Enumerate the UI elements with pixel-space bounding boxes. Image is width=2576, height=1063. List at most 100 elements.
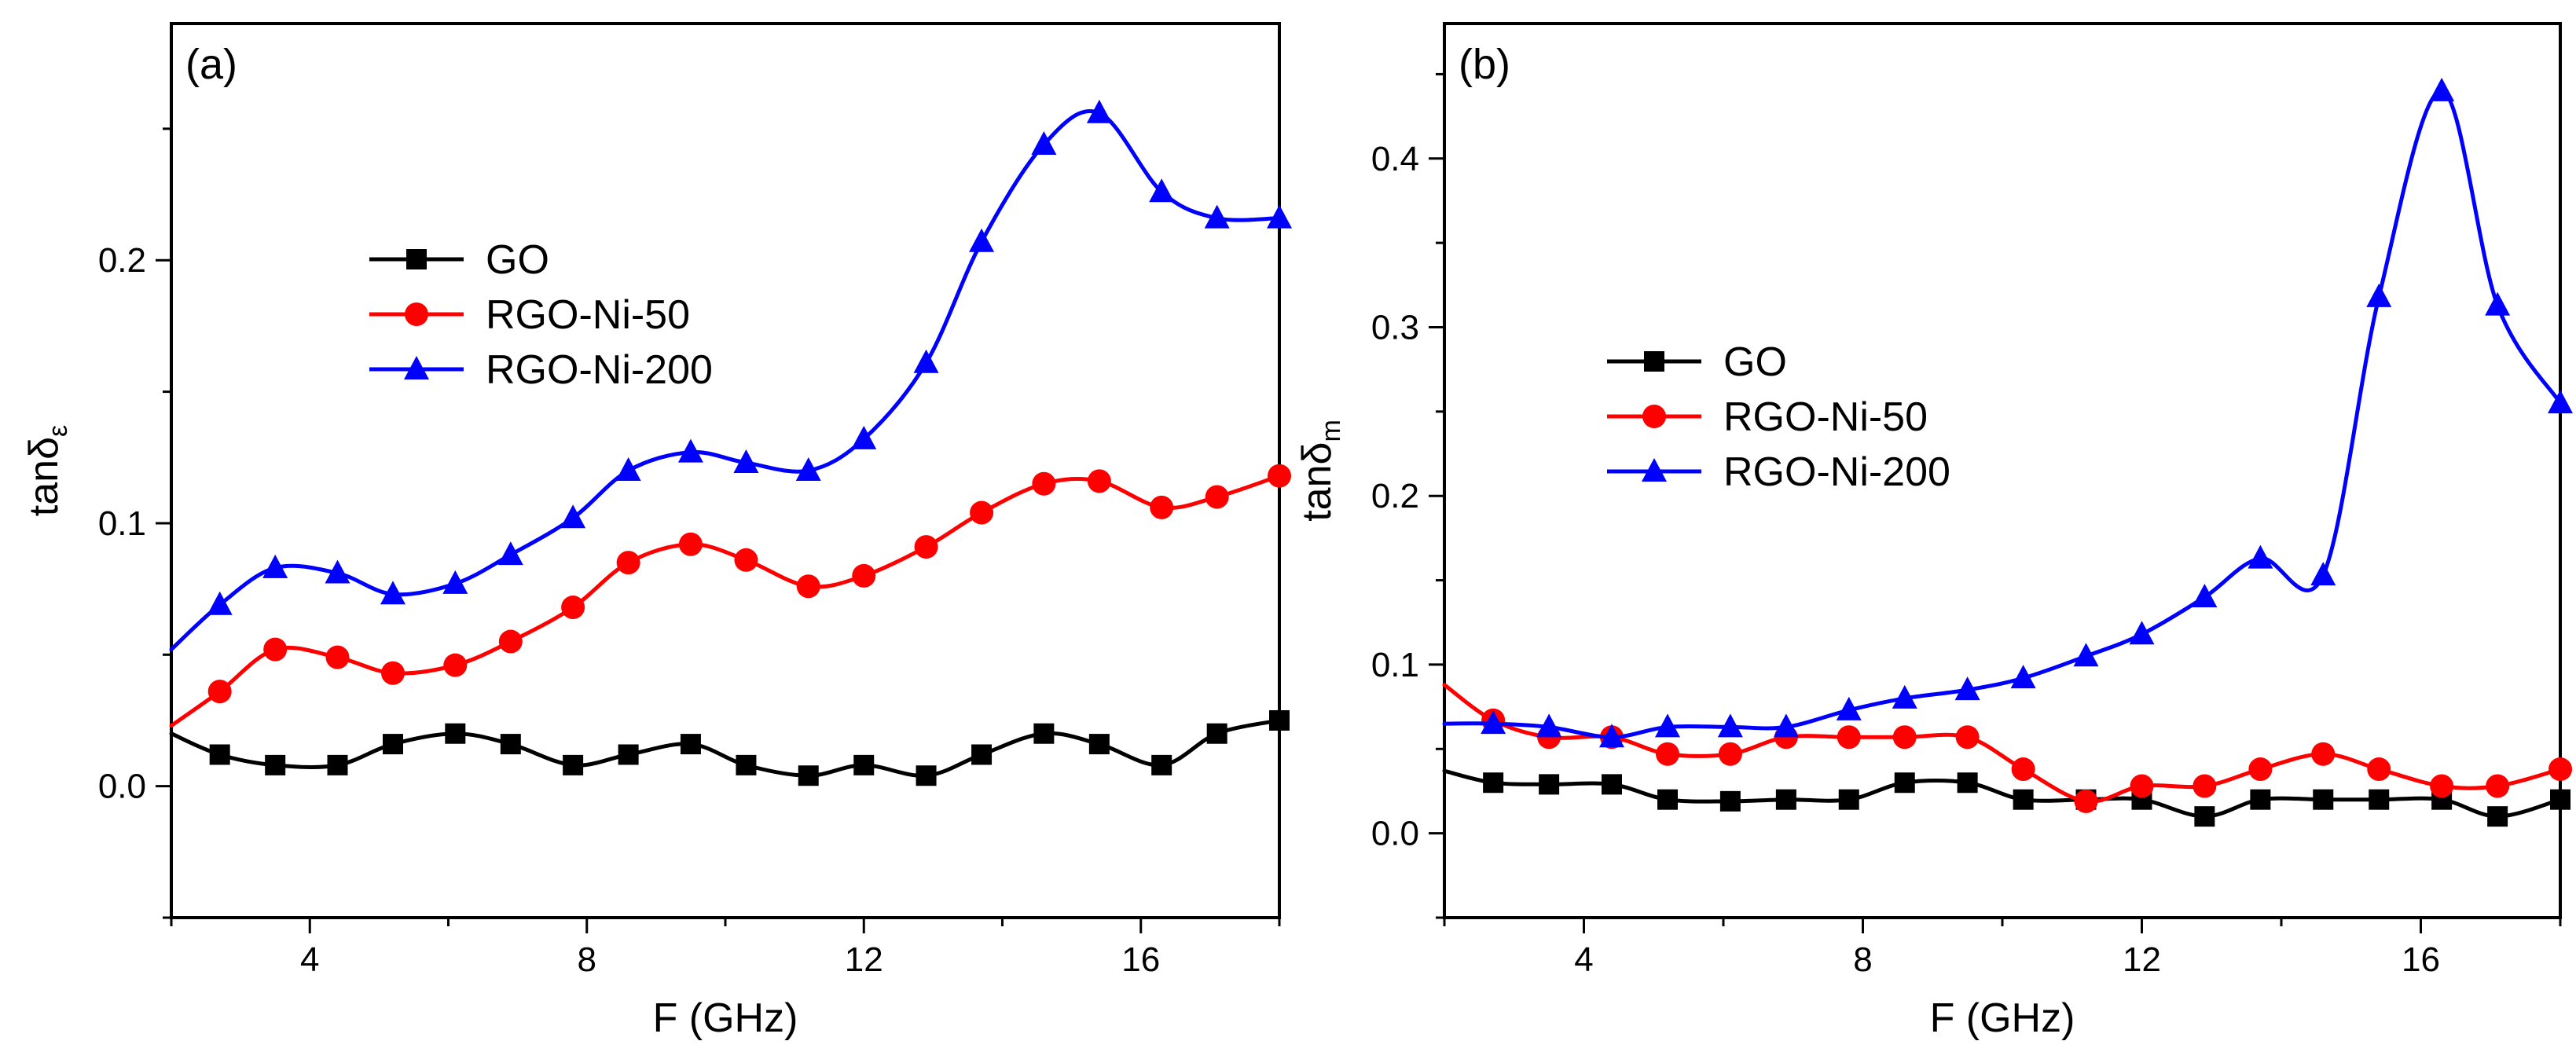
panel-b-series-go-point: [1602, 774, 1622, 795]
panel-a-series-rgo-ni-50-point: [616, 551, 640, 575]
panel-a-series: [169, 99, 1292, 786]
panel-b-series-go-point: [1775, 789, 1796, 810]
panel-b-x-tick-label: 8: [1853, 940, 1872, 979]
panel-b-y-tick-label: 0.1: [1371, 646, 1419, 684]
panel-b-series-rgo-ni-200-point: [2010, 665, 2036, 689]
panel-a-legend-rgo-ni-200-marker: [404, 356, 429, 379]
panel-b-series-rgo-ni-50-point: [2486, 774, 2510, 798]
panel-b-series-go-point: [1483, 772, 1504, 794]
panel-a-series-rgo-ni-50: [169, 464, 1291, 728]
panel-b-series-go-point: [1719, 790, 1741, 812]
panel-b-ticks: 4 8 12 16 0.0 0.1 0.2 0.3 0.4: [1371, 72, 2562, 979]
panel-b-legend-go-marker: [1644, 351, 1664, 372]
panel-b-series-go-point: [1657, 789, 1678, 810]
panel-a-series-go-point: [618, 744, 639, 765]
panel-a-series-go-point: [563, 754, 584, 775]
panel-a-series-rgo-ni-200-point: [262, 554, 288, 578]
panel-a-series-go-point: [1269, 709, 1290, 731]
panel-b-series-rgo-ni-200-point: [2310, 562, 2336, 586]
panel-b-series-rgo-ni-50-point: [1837, 725, 1861, 750]
panel-a: (a) 4 8 12 16 0.0 0.1 0.2 F (GHz) tanδε GO RGO-…: [21, 22, 1292, 1041]
panel-a-series-go-point: [265, 754, 286, 775]
panel-a-series-rgo-ni-50-point: [734, 548, 758, 572]
panel-a-y-tick-label: 0.1: [98, 504, 146, 543]
panel-b-series-rgo-ni-200-point: [2485, 291, 2511, 316]
panel-a-series-go-point: [736, 754, 757, 775]
panel-b-series-rgo-ni-200-point: [1599, 724, 1624, 748]
panel-a-y-tick-label: 0.0: [98, 768, 146, 806]
panel-b-series-go-point: [2194, 806, 2215, 827]
panel-b-series-go-point: [1894, 772, 1915, 794]
panel-b-series-go-point: [2250, 789, 2271, 810]
panel-a-series-rgo-ni-50-point: [561, 596, 585, 620]
panel-b-series-go-point: [1838, 789, 1859, 810]
panel-b-x-tick-label: 12: [2123, 940, 2161, 979]
panel-a-legend-go-marker: [406, 249, 427, 269]
panel-a-series-go-point: [1151, 754, 1172, 775]
panel-a-series-go-point: [383, 734, 403, 755]
panel-a-series-go-point: [916, 765, 937, 786]
panel-a-legend-rgo-ni-50-marker: [405, 302, 428, 326]
panel-b-legend-rgo-ni-50-marker: [1642, 405, 1666, 428]
panel-b-series-rgo-ni-200-point: [1655, 713, 1680, 738]
panel-b-y-tick-label: 0.4: [1371, 140, 1419, 178]
panel-b-label: (b): [1459, 41, 1510, 88]
panel-b-series-rgo-ni-200-point: [2366, 283, 2392, 307]
panel-b-series-rgo-ni-200: [1442, 77, 2573, 748]
panel-b-series-rgo-ni-50-point: [2193, 774, 2217, 798]
panel-a-series-rgo-ni-200-point: [207, 591, 233, 615]
panel-a-series-rgo-ni-50-point: [1150, 495, 1174, 519]
panel-a-series-rgo-ni-50-point: [443, 653, 468, 677]
panel-b-y-axis-title-main: tanδ: [1294, 442, 1340, 522]
panel-a-series-go-point: [500, 734, 521, 755]
panel-b-series-rgo-ni-50-point: [2430, 774, 2454, 798]
panel-a-x-tick-label: 12: [845, 940, 883, 979]
panel-a-series-rgo-ni-200-point: [795, 457, 821, 481]
panel-a-series-rgo-ni-50-point: [796, 574, 820, 599]
panel-a-x-tick-label: 8: [578, 940, 596, 979]
panel-b-x-tick-label: 16: [2402, 940, 2440, 979]
panel-a-x-axis-title: F (GHz): [653, 995, 798, 1041]
panel-b-series-rgo-ni-200-point: [1836, 696, 1862, 720]
panel-b-series-rgo-ni-50-point: [2074, 789, 2098, 813]
panel-a-series-rgo-ni-200-point: [733, 449, 759, 473]
panel-b-series-rgo-ni-200-point: [1717, 713, 1743, 738]
panel-b-y-axis-title: tanδm: [1294, 420, 1346, 522]
panel-a-series-rgo-ni-50-point: [207, 680, 232, 704]
panel-a-legend: GO RGO-Ni-50 RGO-Ni-200: [369, 237, 713, 393]
panel-a-plot-frame: [170, 22, 1281, 919]
panel-a-series-go-point: [1206, 723, 1227, 744]
panel-b-series-rgo-ni-200-point: [1536, 713, 1562, 738]
panel-b-y-tick-label: 0.0: [1371, 815, 1419, 853]
panel-a-series-go-point: [798, 765, 819, 786]
panel-a-series-rgo-ni-50-point: [263, 637, 288, 662]
panel-a-series-rgo-ni-50-line: [169, 474, 1282, 728]
panel-a-series-rgo-ni-50-point: [325, 645, 350, 669]
panel-a-series-rgo-ni-200-point: [1267, 204, 1292, 229]
panel-a-series-rgo-ni-200-point: [560, 504, 586, 529]
panel-a-series-go-point: [1033, 723, 1055, 744]
panel-a-series-rgo-ni-200-point: [969, 228, 995, 252]
panel-b-x-tick-label: 4: [1574, 940, 1593, 979]
panel-b-series-rgo-ni-200-point: [1954, 676, 1980, 701]
panel-b-y-tick-label: 0.2: [1371, 477, 1419, 515]
panel-b-series-go-point: [1957, 772, 1978, 794]
panel-a-series-rgo-ni-200-point: [851, 425, 877, 449]
panel-b-legend-go: GO: [1607, 339, 1787, 385]
panel-a-series-go-point: [445, 723, 466, 744]
panel-b-legend-rgo-ni-200: RGO-Ni-200: [1607, 449, 1950, 495]
panel-a-series-rgo-ni-50-point: [678, 532, 703, 556]
panel-b-series-rgo-ni-200-point: [1892, 684, 1917, 709]
panel-a-series-rgo-ni-200-point: [913, 349, 939, 373]
panel-b-series-rgo-ni-50-point: [1955, 725, 1980, 750]
panel-b-legend-go-label: GO: [1723, 339, 1787, 385]
panel-a-y-axis-title: tanδε: [21, 425, 73, 516]
panel-a-series-rgo-ni-200: [169, 99, 1292, 652]
panel-a-series-rgo-ni-200-point: [325, 559, 350, 584]
panel-a-series-rgo-ni-50-point: [498, 629, 523, 654]
panel-a-x-tick-label: 4: [300, 940, 319, 979]
panel-b-series-go-point: [1539, 774, 1560, 795]
panel-b-series-go: [1442, 768, 2570, 827]
